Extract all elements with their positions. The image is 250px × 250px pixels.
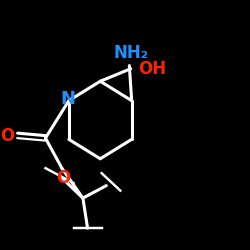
Text: O: O — [56, 170, 70, 188]
Text: NH₂: NH₂ — [113, 44, 148, 62]
Text: N: N — [60, 90, 75, 108]
Text: OH: OH — [138, 60, 166, 78]
Text: O: O — [0, 126, 14, 144]
